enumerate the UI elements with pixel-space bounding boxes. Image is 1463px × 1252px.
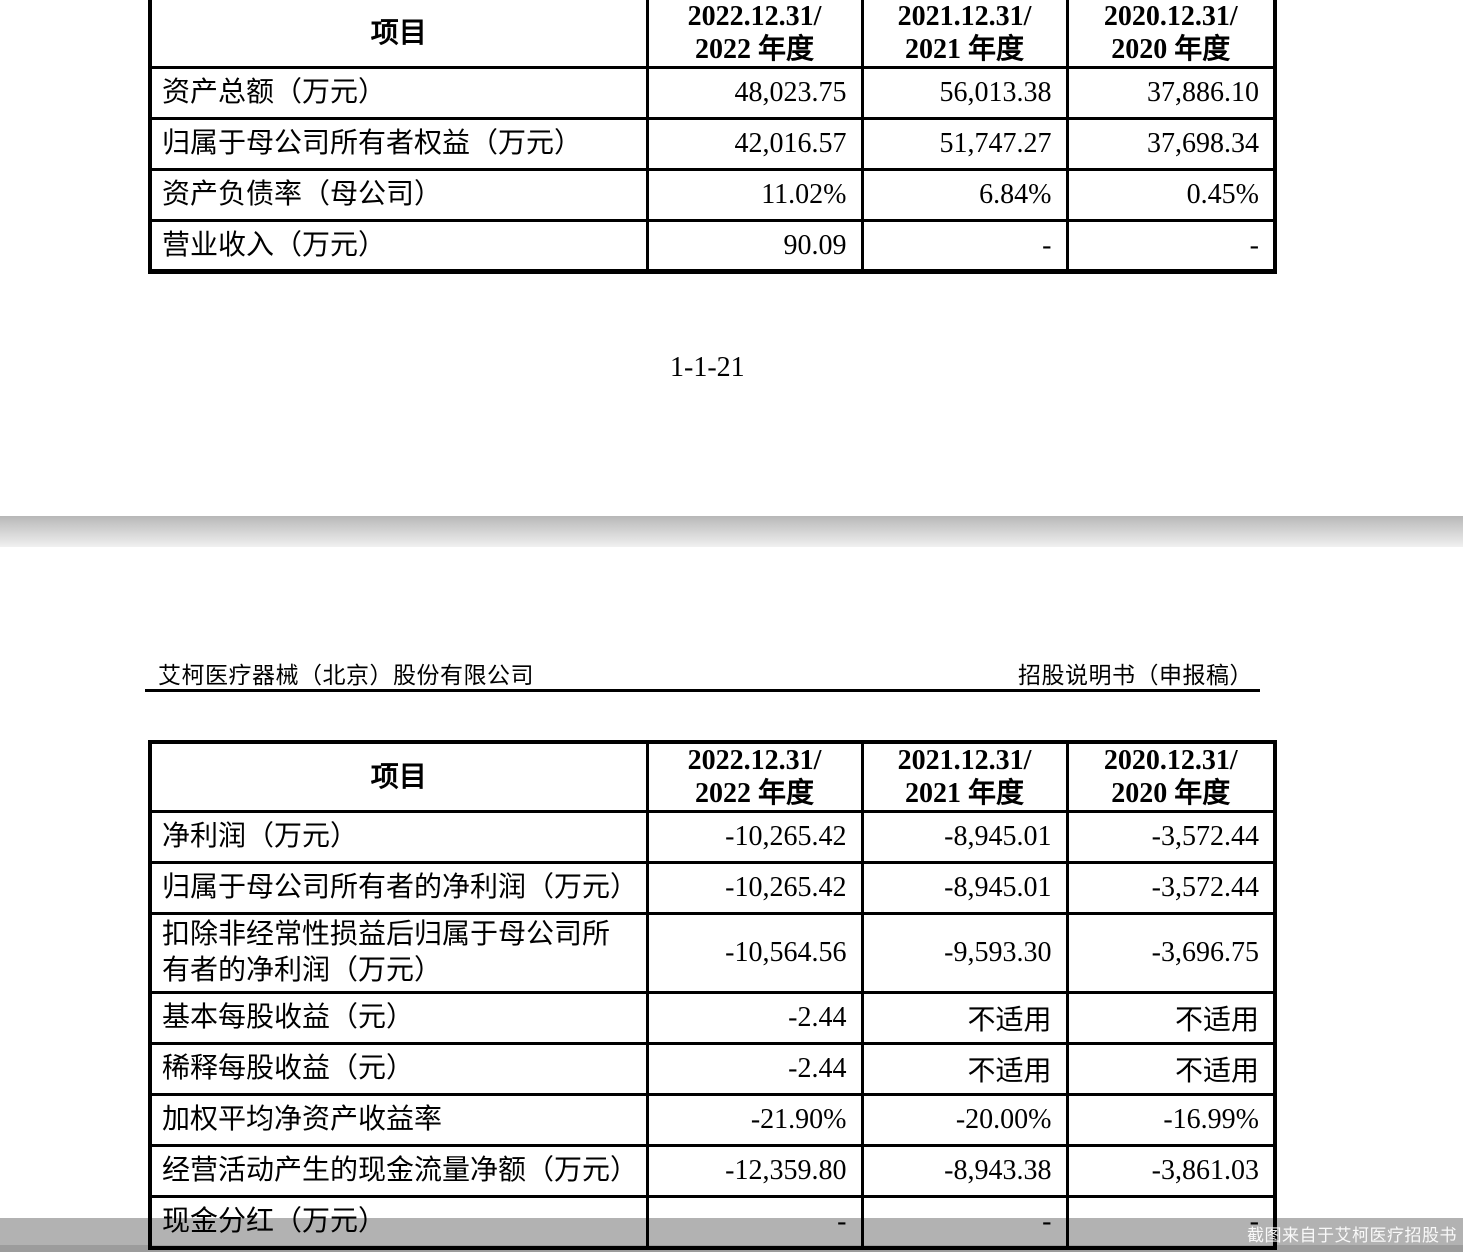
row-value: 不适用 [1065, 1042, 1277, 1096]
row-label: 经营活动产生的现金流量净额（万元） [148, 1144, 649, 1198]
row-value: -3,572.44 [1065, 810, 1277, 864]
header-rule [145, 689, 1260, 692]
row-value: 37,698.34 [1065, 117, 1277, 171]
row-value: -21.90% [645, 1093, 864, 1147]
row-value: 6.84% [860, 168, 1069, 222]
table-row: 稀释每股收益（元） -2.44 不适用 不适用 [148, 1042, 1277, 1096]
row-value: -2.44 [645, 991, 864, 1045]
watermark-text: 截图来自于艾柯医疗招股书 [1247, 1226, 1457, 1245]
profit-summary-table: 项目 2022.12.31/2022 年度 2021.12.31/2021 年度… [148, 740, 1277, 1250]
company-name: 艾柯医疗器械（北京）股份有限公司 [158, 663, 534, 688]
table-row: 资产总额（万元） 48,023.75 56,013.38 37,886.10 [148, 66, 1277, 120]
row-value: -3,696.75 [1065, 912, 1277, 994]
row-value: -3,572.44 [1065, 861, 1277, 915]
row-value: 48,023.75 [645, 66, 864, 120]
table-row: 营业收入（万元） 90.09 - - [148, 219, 1277, 273]
row-value: -3,861.03 [1065, 1144, 1277, 1198]
row-value: 42,016.57 [645, 117, 864, 171]
row-value: -20.00% [860, 1093, 1069, 1147]
row-value: -10,265.42 [645, 810, 864, 864]
column-header-item: 项目 [148, 740, 649, 813]
row-value: -2.44 [645, 1042, 864, 1096]
row-label: 资产负债率（母公司） [148, 168, 649, 222]
row-value: 0.45% [1065, 168, 1277, 222]
table-header-row: 项目 2022.12.31/2022 年度 2021.12.31/2021 年度… [148, 740, 1277, 813]
balance-summary-table: 项目 2022.12.31/2022 年度 2021.12.31/2021 年度… [148, 0, 1277, 274]
column-header-period-2022: 2022.12.31/2022 年度 [645, 740, 864, 813]
table-row: 加权平均净资产收益率 -21.90% -20.00% -16.99% [148, 1093, 1277, 1147]
column-header-period-2021: 2021.12.31/2021 年度 [860, 0, 1069, 69]
row-value: -10,564.56 [645, 912, 864, 994]
table-row: 基本每股收益（元） -2.44 不适用 不适用 [148, 991, 1277, 1045]
section-divider-band [0, 516, 1463, 547]
column-header-period-2020: 2020.12.31/2020 年度 [1065, 740, 1277, 813]
row-value: -8,945.01 [860, 810, 1069, 864]
column-header-item: 项目 [148, 0, 649, 69]
table-row: 现金分红（万元） - - - [148, 1195, 1277, 1249]
table-row: 资产负债率（母公司） 11.02% 6.84% 0.45% [148, 168, 1277, 222]
row-value: 不适用 [1065, 991, 1277, 1045]
table-row: 净利润（万元） -10,265.42 -8,945.01 -3,572.44 [148, 810, 1277, 864]
row-value: - [1065, 1195, 1277, 1249]
row-value: -12,359.80 [645, 1144, 864, 1198]
row-value: 90.09 [645, 219, 864, 273]
table-row: 归属于母公司所有者权益（万元） 42,016.57 51,747.27 37,6… [148, 117, 1277, 171]
column-header-period-2020: 2020.12.31/2020 年度 [1065, 0, 1277, 69]
row-label: 营业收入（万元） [148, 219, 649, 273]
row-value: 37,886.10 [1065, 66, 1277, 120]
row-value: 不适用 [860, 1042, 1069, 1096]
row-value: - [860, 219, 1069, 273]
row-value: 51,747.27 [860, 117, 1069, 171]
table-header-row: 项目 2022.12.31/2022 年度 2021.12.31/2021 年度… [148, 0, 1277, 69]
column-header-period-2022: 2022.12.31/2022 年度 [645, 0, 864, 69]
row-label: 稀释每股收益（元） [148, 1042, 649, 1096]
row-value: 不适用 [860, 991, 1069, 1045]
row-value: -8,943.38 [860, 1144, 1069, 1198]
row-label: 净利润（万元） [148, 810, 649, 864]
row-value: 11.02% [645, 168, 864, 222]
row-label: 归属于母公司所有者权益（万元） [148, 117, 649, 171]
row-value: -10,265.42 [645, 861, 864, 915]
table-row: 经营活动产生的现金流量净额（万元） -12,359.80 -8,943.38 -… [148, 1144, 1277, 1198]
row-label: 基本每股收益（元） [148, 991, 649, 1045]
row-value: -8,945.01 [860, 861, 1069, 915]
column-header-period-2021: 2021.12.31/2021 年度 [860, 740, 1069, 813]
row-label: 归属于母公司所有者的净利润（万元） [148, 861, 649, 915]
row-label: 资产总额（万元） [148, 66, 649, 120]
row-label: 加权平均净资产收益率 [148, 1093, 649, 1147]
document-header: 艾柯医疗器械（北京）股份有限公司 招股说明书（申报稿） [0, 654, 1463, 688]
caption-band: 截图来自于艾柯医疗招股书 [0, 1218, 1463, 1252]
row-value: - [645, 1195, 864, 1249]
row-value: 56,013.38 [860, 66, 1069, 120]
document-title: 招股说明书（申报稿） [1018, 663, 1253, 688]
caption-band-bottom-strip [0, 1245, 1463, 1252]
row-label: 扣除非经常性损益后归属于母公司所有者的净利润（万元） [148, 912, 649, 994]
table-row: 扣除非经常性损益后归属于母公司所有者的净利润（万元） -10,564.56 -9… [148, 912, 1277, 994]
table-row: 归属于母公司所有者的净利润（万元） -10,265.42 -8,945.01 -… [148, 861, 1277, 915]
row-label: 现金分红（万元） [148, 1195, 649, 1249]
row-value: - [1065, 219, 1277, 273]
row-value: - [860, 1195, 1069, 1249]
page-number: 1-1-21 [670, 352, 745, 383]
row-value: -9,593.30 [860, 912, 1069, 994]
row-value: -16.99% [1065, 1093, 1277, 1147]
